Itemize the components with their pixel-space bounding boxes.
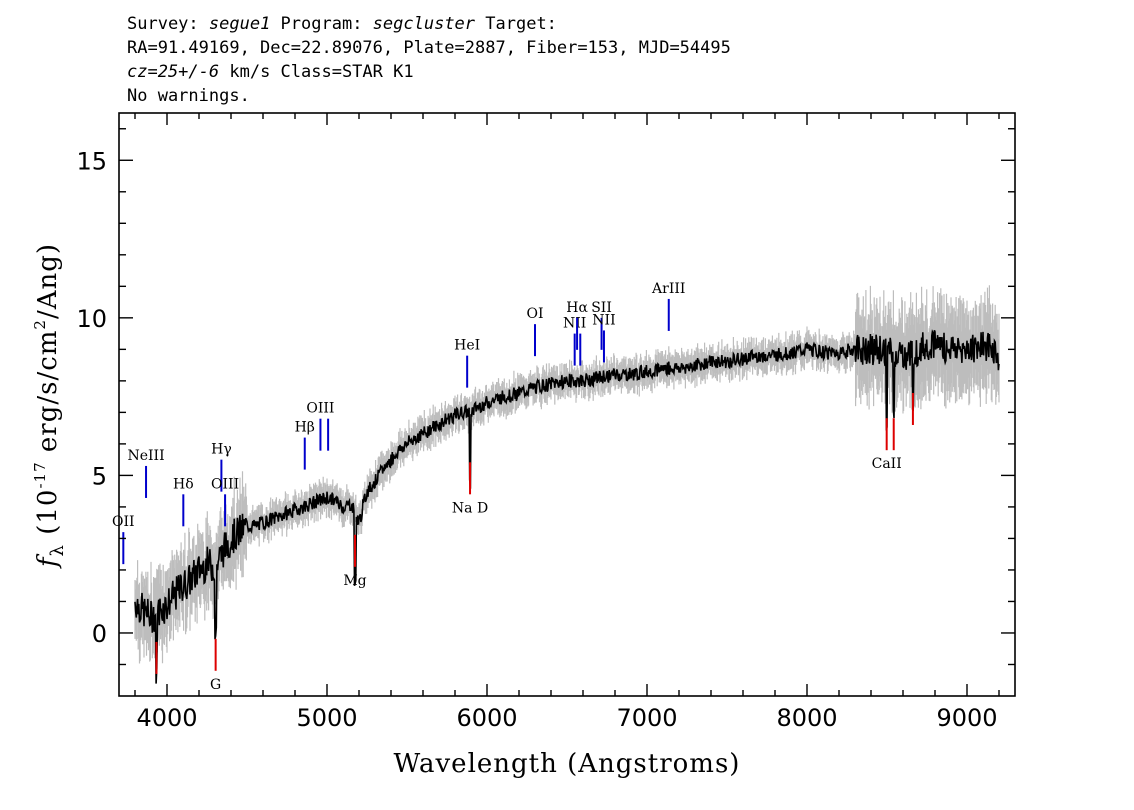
emission-line-label: NeIII [127,448,164,464]
x-tick-label: 7000 [616,704,677,732]
x-tick-label: 6000 [456,704,517,732]
y-axis-title: fλ (10-17 erg/s/cm2/Ang) [31,243,68,569]
error-envelope-path [134,285,1000,664]
redshift-value: cz=25+/-6 [127,62,220,82]
absorption-line-label: Na D [452,500,488,516]
y-tick-label: 10 [76,305,107,333]
emission-line-label: OIII [306,401,334,417]
survey-label: Survey: [127,14,209,34]
x-tick-label: 5000 [296,704,357,732]
header-line-coordinates: RA=91.49169, Dec=22.89076, Plate=2887, F… [127,38,731,58]
x-tick-label: 8000 [776,704,837,732]
class-value: km/s Class=STAR K1 [219,62,414,82]
y-title-open: (10 [33,489,63,545]
emission-line-label: Hα [566,300,588,316]
program-label: Program: [270,14,373,34]
emission-line-label: Hδ [173,476,194,492]
emission-line-label: OIII [211,476,239,492]
absorption-line-label: G [210,677,221,693]
emission-line-label: ArIII [651,281,685,297]
y-tick-label: 5 [92,462,107,490]
emission-line-label: OI [526,306,543,322]
header-line-class: cz=25+/-6 km/s Class=STAR K1 [127,60,731,84]
absorption-line-label: Mg [343,573,366,589]
y-title-mid: erg/s/cm [33,330,63,462]
y-tick-label: 0 [92,620,107,648]
spectrum-header: Survey: segue1 Program: segcluster Targe… [127,12,731,108]
header-line-warnings: No warnings. [127,86,250,106]
y-title-f: f [33,553,63,569]
emission-line-label: NII [563,316,586,332]
emission-line-label: Hβ [295,420,315,436]
absorption-line-label: CaII [872,456,902,472]
plot-frame [118,112,1016,697]
emission-line-label: SII [591,300,612,316]
survey-value: segue1 [208,14,271,34]
emission-line-label: Hγ [211,442,232,458]
x-tick-label: 9000 [936,704,997,732]
error-envelope [134,285,1000,664]
target-label: Target: [475,14,557,34]
header-line-survey: Survey: segue1 Program: segcluster Targe… [127,12,731,36]
program-value: segcluster [372,14,476,34]
spectrum-line [134,329,1000,684]
y-title-lambda: λ [47,544,68,556]
spectrum-line-group [134,329,1000,684]
x-axis-title: Wavelength (Angstroms) [394,749,741,779]
emission-line-label: OII [112,514,135,530]
axis-ticks: 4000 5000 6000 7000 8000 9000 0 5 10 15 [76,113,1015,732]
x-tick-label: 4000 [136,704,197,732]
y-title-close: /Ang) [33,243,63,319]
y-title-exp: -17 [31,461,49,488]
y-tick-label: 15 [76,147,107,175]
emission-line-label: NII [592,312,615,328]
emission-line-label: HeI [454,338,480,354]
y-title-sq: 2 [31,319,49,330]
